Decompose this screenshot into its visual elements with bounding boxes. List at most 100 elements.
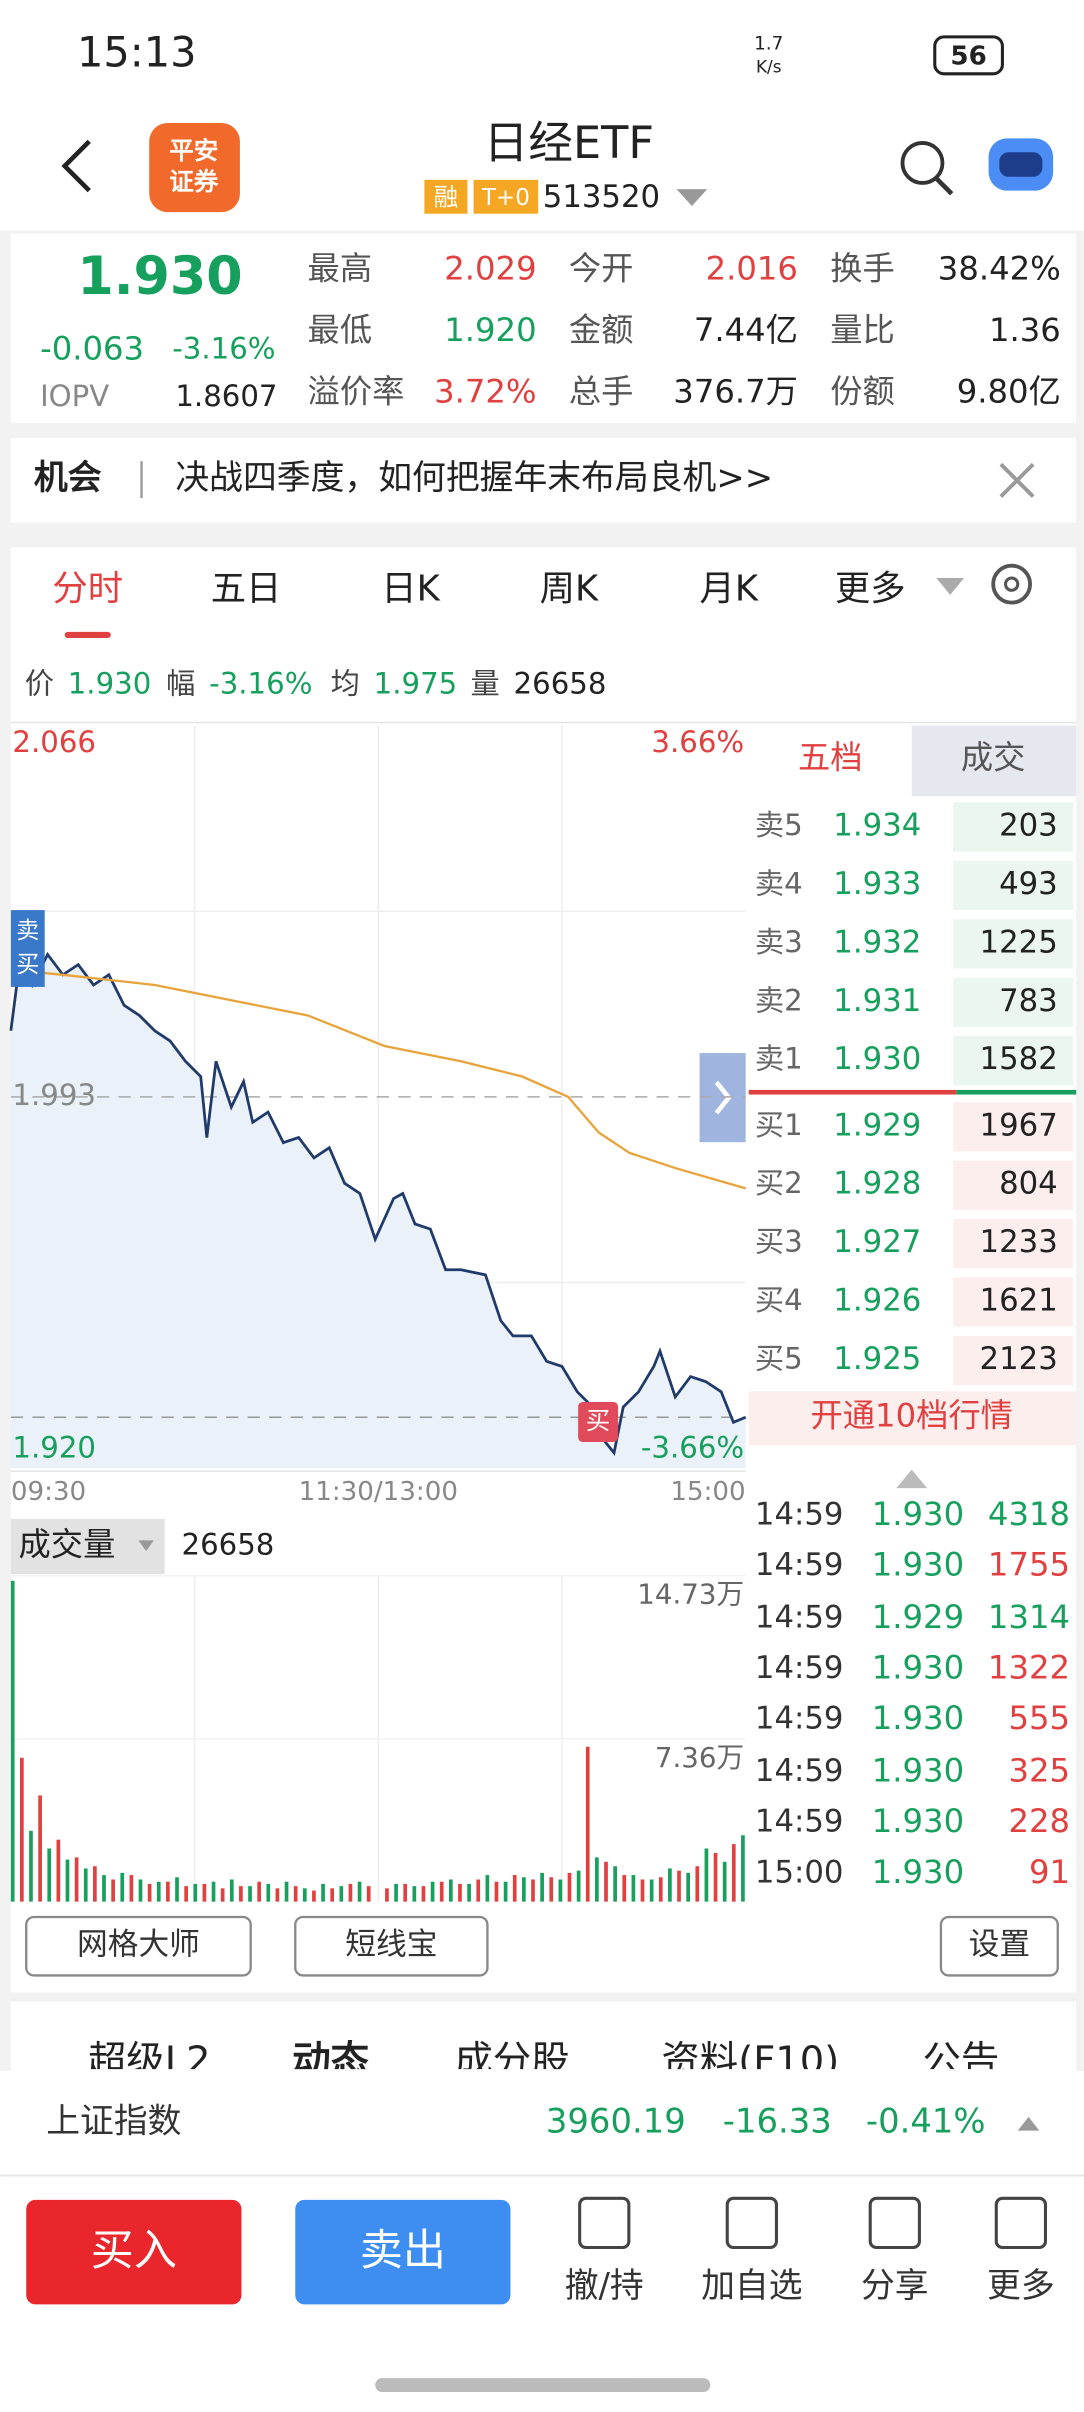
banner-text[interactable]: 决战四季度，如何把握年末布局良机>>: [175, 458, 773, 497]
book-level: 卖2: [755, 983, 803, 1017]
scroll-up-icon[interactable]: [896, 1469, 928, 1489]
volume-bar: [595, 1857, 599, 1902]
volume-bar: [695, 1866, 700, 1902]
volume-bar: [330, 1888, 335, 1902]
sell-button[interactable]: [295, 2199, 511, 2305]
sell-label: 卖出: [360, 2226, 446, 2276]
period-tab[interactable]: 周K: [540, 568, 599, 609]
volume-bar: [576, 1870, 581, 1902]
tool-label: 短线宝: [345, 1927, 437, 1963]
info-value: 26658: [514, 667, 607, 701]
trade-time: 14:59: [755, 1547, 844, 1583]
sub-tab[interactable]: 成分股: [454, 2039, 569, 2084]
stat-value: 376.7万: [673, 373, 798, 411]
volume-bar: [10, 1580, 15, 1902]
last-price: 1.930: [77, 246, 242, 307]
close-icon[interactable]: [999, 462, 1035, 498]
info-value: -3.16%: [209, 667, 312, 701]
book-volume: 2123: [980, 1341, 1058, 1377]
broker-logo[interactable]: [149, 122, 240, 213]
volume-bar: [448, 1879, 453, 1902]
volume-bar: [658, 1877, 663, 1902]
x-tick-label: 15:00: [670, 1477, 745, 1507]
volume-bar: [257, 1881, 262, 1902]
stat-label: 金额: [569, 311, 634, 349]
volume-bar: [567, 1872, 572, 1902]
search-icon[interactable]: [900, 141, 945, 185]
trade-price: 1.929: [872, 1598, 964, 1636]
volume-bar: [604, 1861, 608, 1902]
tool-button[interactable]: [294, 1915, 489, 1977]
banner[interactable]: [10, 438, 1077, 523]
book-level: 买4: [755, 1283, 803, 1317]
buy-marker: 买: [16, 952, 39, 978]
period-tab[interactable]: 分时: [52, 568, 123, 609]
code-dropdown[interactable]: [676, 189, 708, 206]
period-tab[interactable]: 日K: [381, 568, 440, 609]
action-icon[interactable]: [994, 2196, 1047, 2250]
y-tick-label: 1.920: [12, 1431, 96, 1465]
tool-button[interactable]: [25, 1915, 252, 1977]
volume-bar: [47, 1848, 52, 1902]
volume-bar: [385, 1888, 389, 1902]
book-volume: 1967: [980, 1107, 1058, 1143]
book-price: 1.928: [833, 1166, 921, 1202]
index-expand[interactable]: [1017, 2116, 1040, 2131]
quote-panel: [10, 233, 1077, 423]
volume-selector[interactable]: [10, 1518, 165, 1575]
trade-badge: [10, 910, 45, 987]
action-icon[interactable]: [578, 2196, 631, 2250]
book-level: 买3: [755, 1225, 803, 1259]
y-tick-label: 2.066: [12, 725, 96, 759]
action-label[interactable]: 更多: [987, 2266, 1055, 2305]
depth-bg: [953, 1335, 1074, 1386]
period-tab[interactable]: 更多: [835, 568, 906, 609]
volume-bar: [394, 1883, 398, 1902]
depth-bg: [953, 802, 1074, 852]
trade-time: 14:59: [755, 1496, 844, 1532]
volume-bar: [549, 1877, 554, 1902]
book-level: 卖4: [755, 866, 803, 900]
period-tab[interactable]: 月K: [700, 568, 759, 609]
sub-tab[interactable]: 超级L2: [88, 2039, 211, 2084]
book-divider: [956, 1089, 1077, 1095]
action-icon[interactable]: [868, 2196, 921, 2250]
book-tab[interactable]: [748, 725, 912, 797]
buy-button[interactable]: [26, 2199, 242, 2305]
trade-price: 1.930: [872, 1802, 964, 1840]
book-price: 1.932: [833, 924, 921, 960]
book-divider: [748, 1089, 957, 1095]
back-icon[interactable]: [61, 139, 91, 193]
volume-bar: [239, 1886, 243, 1902]
book-tab[interactable]: [911, 725, 1077, 797]
buy-badge: [578, 1402, 619, 1442]
info-value: 1.975: [374, 667, 458, 701]
sub-tab[interactable]: 公告: [922, 2039, 999, 2084]
action-label[interactable]: 加自选: [701, 2266, 802, 2305]
action-icon[interactable]: [725, 2196, 778, 2250]
volume-bar: [622, 1875, 627, 1902]
period-tab[interactable]: 五日: [211, 568, 282, 609]
more-dropdown[interactable]: [936, 578, 964, 595]
volume-bar: [65, 1859, 70, 1902]
volume-bar: [668, 1868, 672, 1902]
upgrade-button[interactable]: [748, 1391, 1077, 1446]
stat-value: 3.72%: [434, 373, 537, 411]
settings-icon[interactable]: [991, 563, 1033, 605]
volume-bar: [722, 1861, 727, 1902]
pct-tick-label: -3.66%: [641, 1431, 744, 1465]
action-label[interactable]: 撤/持: [565, 2266, 644, 2305]
trade-volume: 4318: [988, 1495, 1070, 1533]
book-volume: 493: [999, 866, 1058, 902]
action-label[interactable]: 分享: [861, 2266, 929, 2305]
info-label: 均: [331, 667, 360, 701]
assistant-face: [999, 152, 1043, 177]
volume-bar: [211, 1881, 216, 1902]
trade-volume: 555: [1008, 1699, 1070, 1737]
banner-tag: 机会: [34, 458, 102, 497]
sub-tab[interactable]: 动态: [292, 2039, 369, 2084]
tool-button[interactable]: [939, 1915, 1059, 1977]
sub-tab[interactable]: 资料(F10): [661, 2039, 839, 2084]
index-bar[interactable]: [0, 2070, 1084, 2176]
search-icon-handle: [934, 176, 954, 196]
